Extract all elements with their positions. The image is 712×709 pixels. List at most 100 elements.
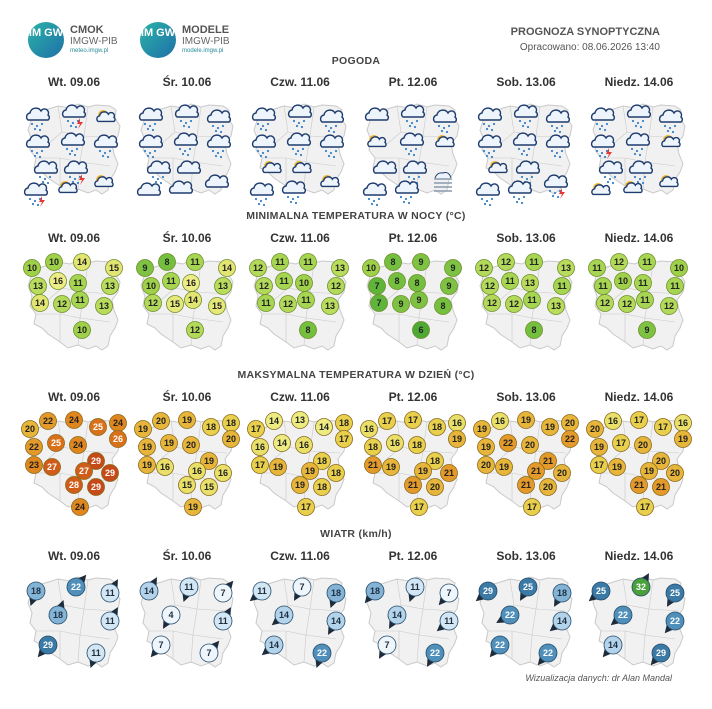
temperature-marker [674,430,692,448]
temperature-marker [521,436,539,454]
tmax-value: 21 [531,466,541,476]
temperature-marker [71,291,89,309]
tmax-value: 16 [608,416,618,426]
tmin-value: 12 [600,298,610,308]
temperature-marker [640,462,658,480]
tmin-value: 11 [301,295,311,305]
tmax-value: 16 [452,418,462,428]
tmin-value: 11 [275,257,285,267]
wind-map: 29 25 18 22 14 22 22 [475,576,573,668]
wind-value: 29 [43,640,53,650]
tmax-value: 18 [339,418,349,428]
wind-marker: 32 [631,573,651,597]
cloud-icon [364,107,389,121]
temperature-marker [517,411,535,429]
wind-value: 22 [495,640,505,650]
temperature-marker [670,259,688,277]
wind-marker: 11 [436,611,459,632]
temperature-marker [638,321,656,339]
wind-arrow-icon [328,625,336,635]
wind-value: 11 [444,616,454,626]
tmin-value: 10 [674,263,684,273]
temperature-marker [404,411,422,429]
day-label: Śr. 10.06 [162,75,212,89]
temperature-marker [43,458,61,476]
temperature-marker [25,438,43,456]
temperature-marker [136,259,154,277]
tmax-value: 18 [430,456,440,466]
tmax-value: 20 [430,482,440,492]
temperature-marker [178,411,196,429]
temperature-marker [412,321,430,339]
temperature-marker [590,456,608,474]
wind-value: 18 [370,586,380,596]
temperature-marker [362,259,380,277]
wind-value: 14 [557,616,567,626]
tmax-value: 17 [408,415,418,425]
tmin-value: 15 [109,263,119,273]
temperature-marker [364,456,382,474]
day-label: Sob. 13.06 [496,390,556,404]
tmin-value: 11 [592,263,602,273]
tmin-value: 14 [222,263,232,273]
tmin-value: 9 [450,263,455,273]
prepared-timestamp: Opracowano: 08.06.2026 13:40 [519,42,660,53]
tmax-value: 26 [113,434,123,444]
temperature-marker [491,412,509,430]
wind-marker: 11 [249,581,272,602]
temperature-marker [222,430,240,448]
tmin-value: 11 [527,295,537,305]
day-label: Sob. 13.06 [496,75,556,89]
temperature-marker [321,297,339,315]
cloud-sun-rain-icon [60,132,85,157]
temperature-marker [251,456,269,474]
wind-arrow-icon [588,593,598,602]
cloud-rain-icon [475,182,500,207]
temperature-marker [105,259,123,277]
temperature-marker [279,295,297,313]
tmax-value: 17 [382,416,392,426]
tmin-value: 14 [35,298,45,308]
temperature-marker [184,498,202,516]
tmin-value: 12 [622,299,632,309]
tmin-map: 10 10 14 15 13 16 11 13 14 12 11 13 10 [23,253,123,351]
tmin-value: 13 [335,263,345,273]
temperature-marker [166,295,184,313]
wind-map: 14 11 7 4 11 7 7 [139,576,234,668]
partly-cloudy-icon [435,135,455,148]
temperature-marker [89,418,107,436]
temperature-marker [382,458,400,476]
temperature-marker [610,253,628,271]
page-title: PROGNOZA SYNOPTYCZNA [510,26,660,38]
temperature-marker [440,464,458,482]
temperature-marker [101,277,119,295]
temperature-marker [178,476,196,494]
temperature-marker [561,430,579,448]
cloud-rain-lightning-icon [543,174,568,199]
day-label: Niedz. 14.06 [604,390,674,404]
wind-arrow-icon [37,648,46,658]
tmin-value: 11 [505,276,515,286]
temperature-marker [202,418,220,436]
tmin-value: 9 [644,325,649,335]
temperature-marker [434,297,452,315]
tmax-value: 23 [29,460,39,470]
tmin-value: 11 [529,257,539,267]
tmax-value: 17 [640,502,650,512]
wind-marker: 18 [552,583,572,607]
tmin-value: 16 [53,276,63,286]
wind-arrow-icon [225,580,234,590]
wind-arrow-icon [650,656,659,666]
temperature-marker [404,476,422,494]
tmax-value: 16 [192,466,202,476]
tmax-value: 20 [481,460,491,470]
tmax-value: 19 [481,442,491,452]
cloud-rain-icon [512,132,537,157]
tmax-value: 20 [638,440,648,450]
partly-cloudy-icon [623,181,643,194]
logo-title: MODELE [182,24,230,36]
tmax-value: 22 [29,442,39,452]
temperature-marker [138,456,156,474]
wind-arrow-icon [110,607,118,617]
temperature-marker [370,294,388,312]
